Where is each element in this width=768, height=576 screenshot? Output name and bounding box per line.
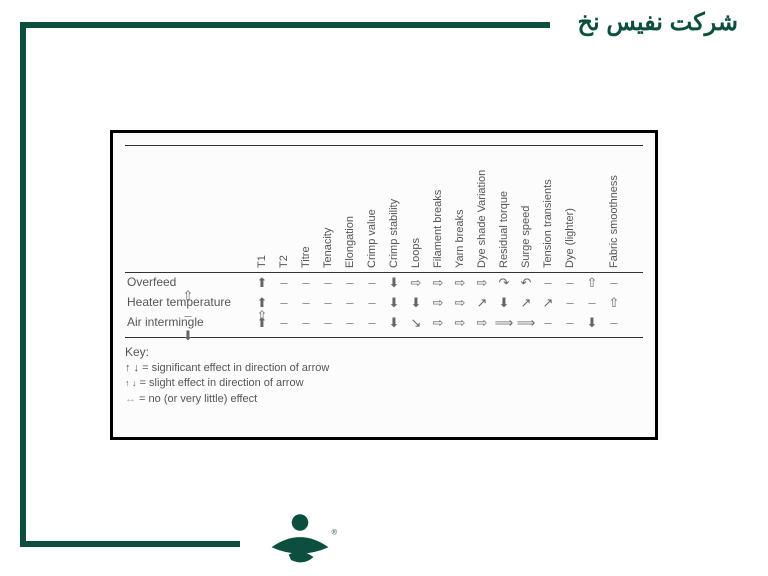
column-header: T1 [256,148,268,270]
cell: – [295,296,317,309]
registered-mark: ® [332,528,338,537]
cell: – [537,316,559,329]
table-row: Air intermingle ⬆ – – – – – ⬇ ↘ ⇨ ⇨ ⇨ ⟹ … [125,315,643,335]
cell: – [295,276,317,289]
cell: ⇨ [427,296,449,309]
legend-symbols: ↔ [125,393,136,405]
cell: – [361,296,383,309]
legend-symbols: ↑ ↓ [125,362,139,374]
frame-border-left [20,22,26,547]
legend-line: ↑ ↓ = significant effect in direction of… [125,361,643,376]
column-header: Fabric smoothness [608,148,620,270]
table-row: Overfeed ⬆ – – – – – ⬇ ⇨ ⇨ ⇨ ⇨ ↷ ↶ – – ⇧… [125,275,643,295]
cell: – [603,276,625,289]
row-label: Air intermingle [125,315,251,329]
frame-border-bottom [20,541,240,547]
cell: – [339,316,361,329]
cell: ⬇ [383,316,405,329]
cell: ⟹ [493,316,515,329]
legend-text: = slight effect in direction of arrow [137,377,304,389]
cell: – [317,276,339,289]
column-header: Tenacity [322,148,334,270]
table-header-row: T1 T2 Titre Tenacity Elongation Crimp va… [125,148,643,270]
cell: – [317,316,339,329]
column-header: Residual torque [498,148,510,270]
cell: ⇨ [405,276,427,289]
table-row: Heater temperature ⬆ – – – – – ⬇ ⬇ ⇨ ⇨ ↗… [125,295,643,315]
cell: ⇨ [449,296,471,309]
column-header: Crimp stability [388,148,400,270]
cell: – [603,316,625,329]
cell: ⬆ [251,296,273,309]
cell: – [361,316,383,329]
effects-table: T1 T2 Titre Tenacity Elongation Crimp va… [110,130,658,440]
legend-title: Key: [125,344,643,361]
cell: – [273,316,295,329]
cell: ⇨ [471,276,493,289]
cell: – [273,296,295,309]
legend: Key: ↑ ↓ = significant effect in directi… [125,344,643,407]
column-header: Surge speed [520,148,532,270]
cell: – [559,276,581,289]
column-header: Crimp value [366,148,378,270]
divider [125,272,643,273]
row-label: Overfeed [125,275,251,289]
cell: ⬇ [405,296,427,309]
frame-border-top [20,22,550,28]
company-logo: ® [260,506,340,566]
column-header: Dye (lighter) [564,148,576,270]
cell: ⬇ [383,276,405,289]
column-header: Loops [410,148,422,270]
column-header: Tension transients [542,148,554,270]
cell: ↗ [515,296,537,309]
cell: ⬇ [383,296,405,309]
legend-line: ↑ ↓ = slight effect in direction of arro… [125,376,643,391]
cell: ⇨ [449,276,471,289]
cell: ⇨ [449,316,471,329]
column-header: Elongation [344,148,356,270]
cell: ⬇ [493,296,515,309]
cell: ⇨ [427,276,449,289]
cell: – [559,296,581,309]
cell: ↗ [471,296,493,309]
cell: ⇧ [603,296,625,309]
column-header: T2 [278,148,290,270]
column-header: Dye shade Variation [476,148,488,270]
cell: – [273,276,295,289]
cell: ↘ [405,316,427,329]
cell: ⟹ [515,316,537,329]
cell: – [537,276,559,289]
cell: ⇨ [471,316,493,329]
column-header: Titre [300,148,312,270]
divider [125,145,643,146]
cell: ⬆ [251,276,273,289]
row-label: Heater temperature [125,295,251,309]
legend-symbols: ↑ ↓ [125,378,137,388]
column-header: Yarn breaks [454,148,466,270]
column-header: Filament breaks [432,148,444,270]
company-title: شرکت نفیس نخ [577,8,738,37]
cell: – [295,316,317,329]
cell: – [339,296,361,309]
cell: ↷ [493,276,515,289]
cell: – [317,296,339,309]
cell: – [339,276,361,289]
header-spacer [125,148,251,270]
cell: ⇨ [427,316,449,329]
cell: ⬆ [251,316,273,329]
cell: ↶ [515,276,537,289]
legend-text: = significant effect in direction of arr… [139,362,329,374]
legend-line: ↔ = no (or very little) effect [125,392,643,407]
legend-text: = no (or very little) effect [136,393,257,405]
cell: – [361,276,383,289]
cell: – [581,296,603,309]
cell: ⇧ [581,276,603,289]
cell: – [559,316,581,329]
cell: ↗ [537,296,559,309]
cell: ⬇ [125,329,251,342]
cell: ⬇ [581,316,603,329]
